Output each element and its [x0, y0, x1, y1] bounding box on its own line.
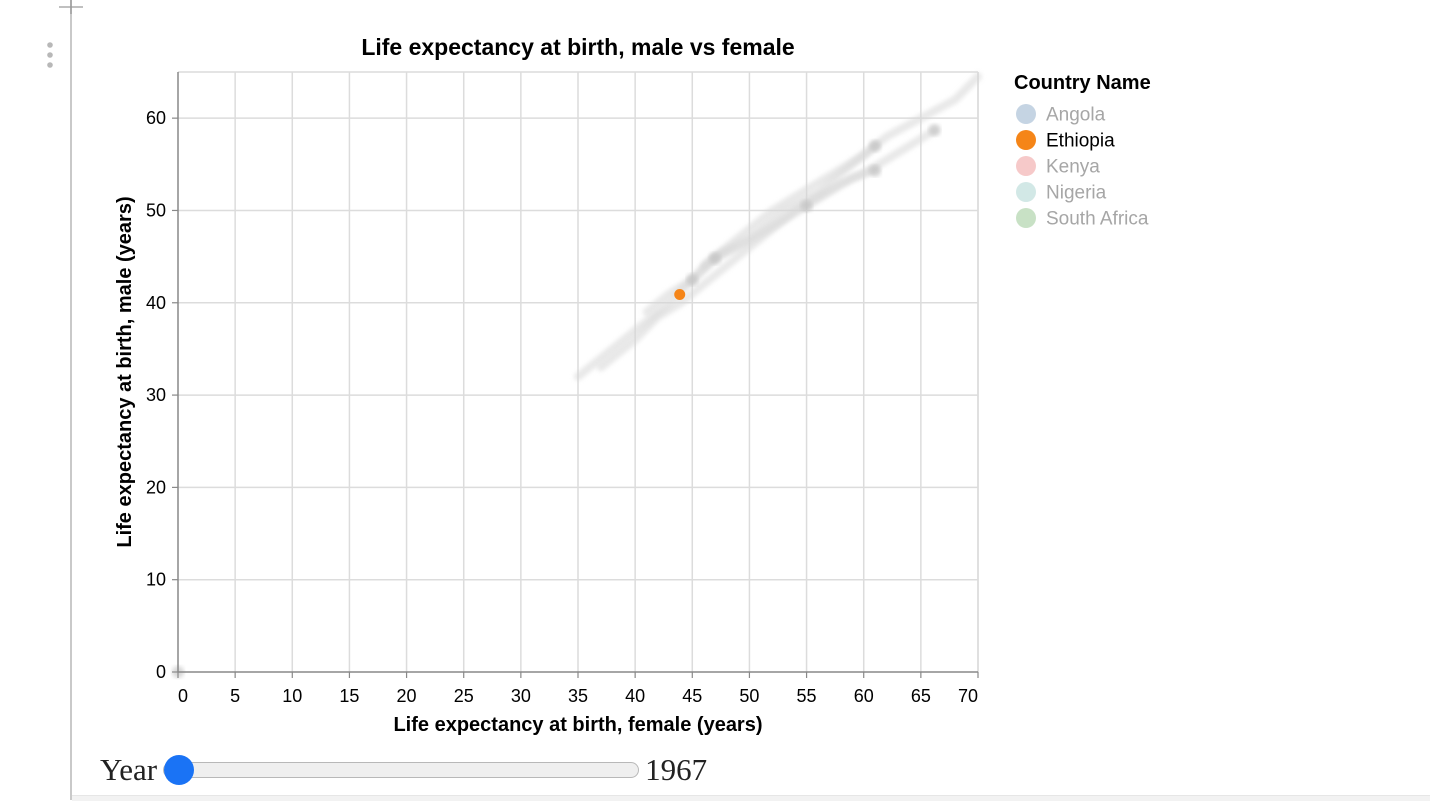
year-slider-row: Year 1967 [100, 748, 707, 792]
legend-item-label[interactable]: South Africa [1046, 209, 1149, 230]
cell-gutter [70, 0, 72, 800]
y-tick-label: 0 [156, 662, 166, 682]
history-trail [699, 141, 880, 270]
legend-swatch[interactable] [1016, 182, 1036, 202]
legend-swatch[interactable] [1016, 130, 1036, 150]
x-axis-label: Life expectancy at birth, female (years) [393, 714, 762, 736]
y-tick-label: 30 [146, 385, 166, 405]
x-tick-label: 55 [797, 686, 817, 706]
x-tick-label: 65 [911, 686, 931, 706]
x-tick-label: 30 [511, 686, 531, 706]
y-tick-label: 20 [146, 477, 166, 497]
x-tick-label: 35 [568, 686, 588, 706]
legend-swatch[interactable] [1016, 208, 1036, 228]
history-trail [596, 126, 939, 372]
year-slider-label: Year [100, 752, 158, 787]
y-tick-label: 40 [146, 293, 166, 313]
x-tick-label: 50 [739, 686, 759, 706]
x-tick-label: 25 [454, 686, 474, 706]
history-point [928, 124, 941, 137]
x-tick-label: 20 [397, 686, 417, 706]
legend-swatch[interactable] [1016, 156, 1036, 176]
legend-title: Country Name [1014, 72, 1151, 94]
data-point-ethiopia[interactable] [674, 288, 686, 300]
history-trail [642, 164, 880, 316]
add-cell-icon[interactable] [58, 0, 84, 16]
x-tick-label: 0 [178, 686, 188, 706]
history-trails [172, 72, 982, 678]
x-tick-label: 15 [339, 686, 359, 706]
history-point [709, 252, 722, 265]
x-tick-label: 70 [958, 686, 978, 706]
legend-item-label[interactable]: Kenya [1046, 157, 1100, 178]
year-slider-track[interactable] [163, 755, 640, 785]
legend-item-label[interactable]: Angola [1046, 105, 1106, 126]
data-points [674, 288, 686, 300]
history-point [800, 199, 813, 212]
history-point [869, 164, 882, 177]
x-tick-label: 45 [682, 686, 702, 706]
history-point [686, 273, 699, 286]
x-tick-label: 40 [625, 686, 645, 706]
history-point [869, 139, 882, 152]
history-trail [574, 72, 982, 381]
legend-item-label[interactable]: Ethiopia [1046, 131, 1115, 152]
cell-bottom-border [72, 795, 1430, 801]
chart: Life expectancy at birth, male vs female… [114, 34, 1151, 736]
legend: Country Name Angola Ethiopia Kenya Nigeria S… [1014, 72, 1151, 230]
legend-item-label[interactable]: Nigeria [1046, 183, 1107, 204]
chart-title: Life expectancy at birth, male vs female [361, 34, 794, 60]
x-tick-label: 5 [230, 686, 240, 706]
y-tick-label: 60 [146, 108, 166, 128]
y-tick-label: 50 [146, 200, 166, 220]
x-tick-label: 10 [282, 686, 302, 706]
year-slider-thumb[interactable] [164, 755, 195, 785]
tick-labels: 0 5 10 15 20 25 30 35 40 45 50 55 60 65 70 0 10 20 30 40 50 6… [146, 108, 979, 706]
y-axis-label: Life expectancy at birth, male (years) [114, 196, 136, 547]
year-slider-value: 1967 [645, 752, 708, 787]
drag-handle-icon[interactable] [44, 40, 56, 72]
y-tick-label: 10 [146, 570, 166, 590]
x-tick-label: 60 [854, 686, 874, 706]
legend-swatch[interactable] [1016, 104, 1036, 124]
